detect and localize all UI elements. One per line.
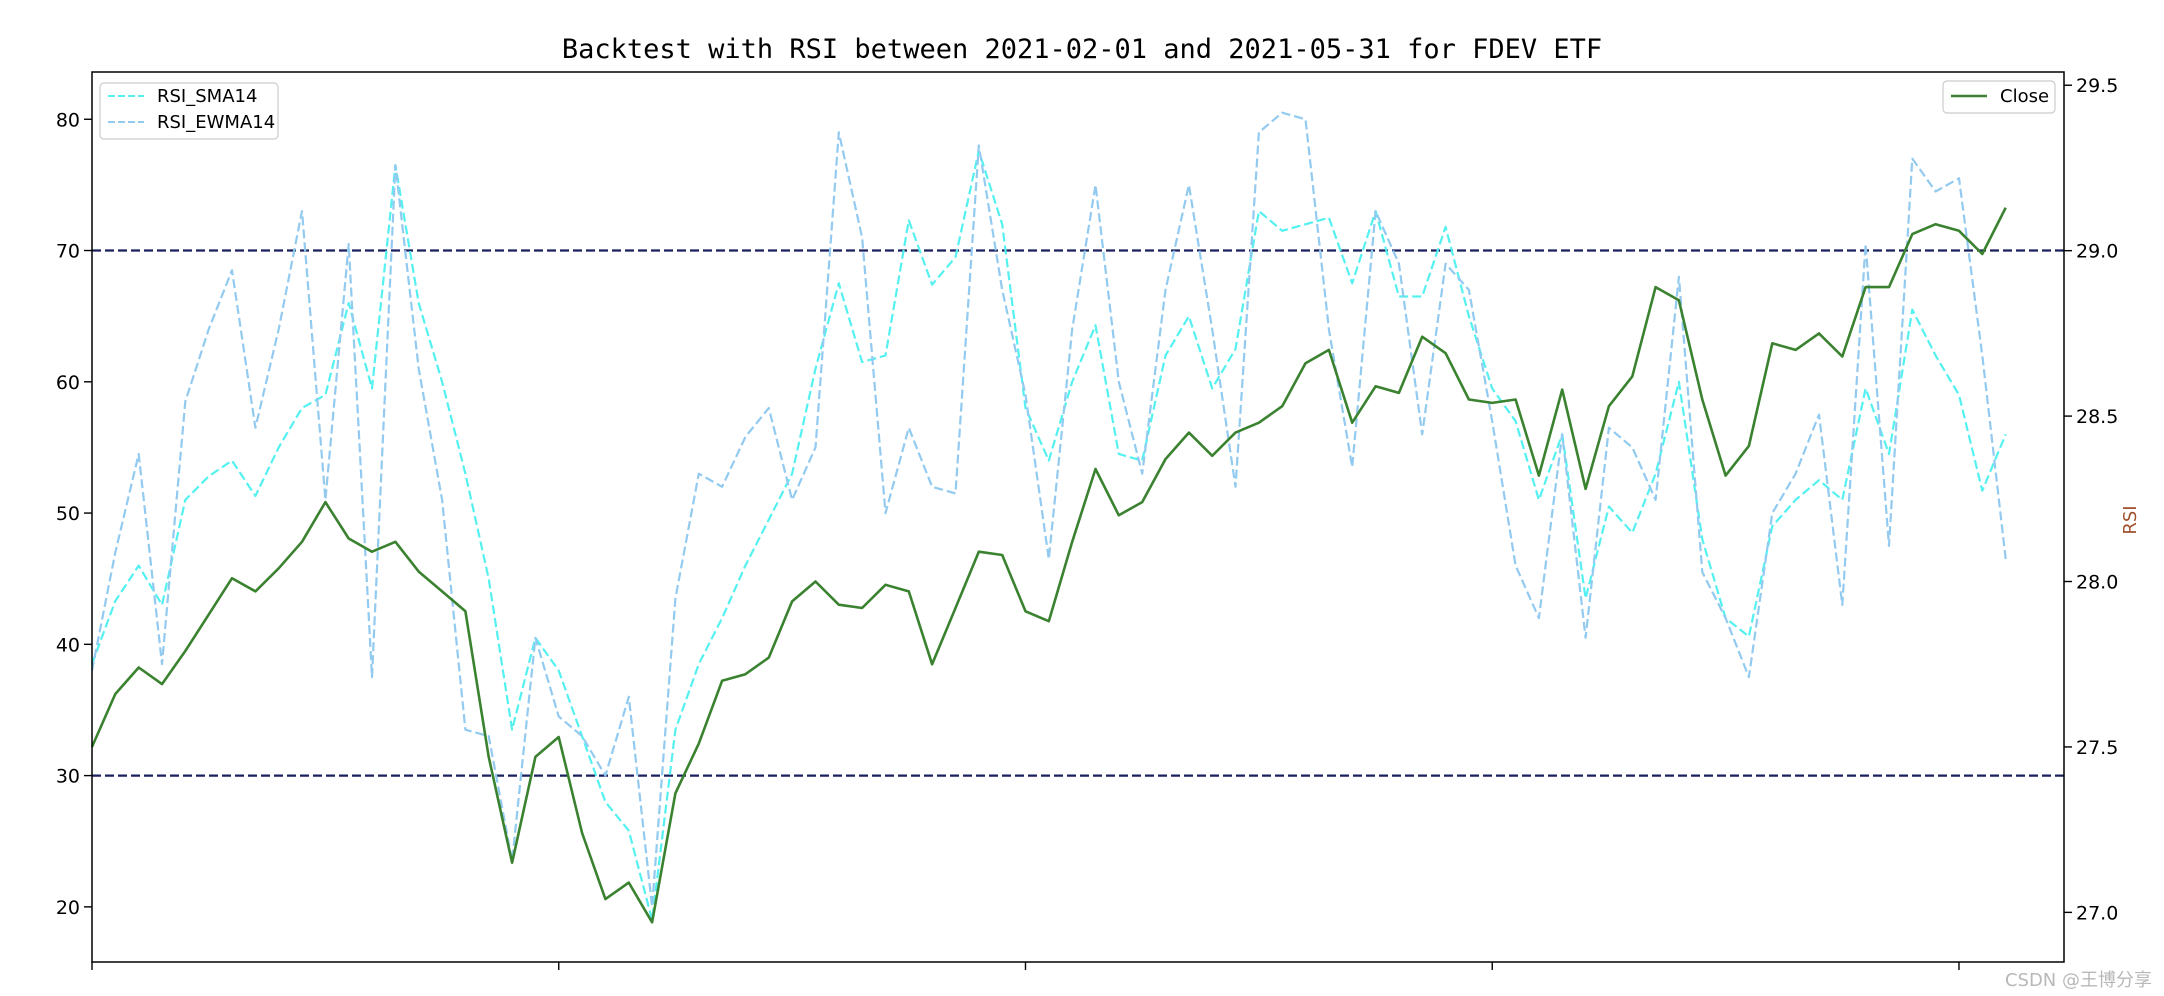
- series-line-close: [90, 207, 2007, 924]
- legend-right-box: [1942, 80, 2056, 114]
- threshold-lines: [92, 249, 2064, 777]
- y-right-tick-label: 29.0: [2076, 241, 2118, 263]
- y-left-tick-label: 60: [56, 372, 80, 394]
- y-right-tick-label: 27.0: [2076, 902, 2118, 924]
- y-left-tick-label: 70: [56, 241, 80, 263]
- x-axis-ticks: [91, 962, 1960, 970]
- series-line-rsi-ewma14: [90, 111, 2007, 909]
- y-right-tick-label: 28.0: [2076, 572, 2118, 594]
- legend-left-box: [99, 82, 279, 140]
- y-right-tick-label: 28.5: [2076, 406, 2118, 428]
- plot-frame: [91, 71, 2065, 963]
- y-right-tick-label: 27.5: [2076, 737, 2118, 759]
- y-left-tick-label: 50: [56, 503, 80, 525]
- series-layer: [90, 111, 2007, 924]
- watermark: CSDN @王博分享: [2005, 970, 2152, 991]
- y-left-tick-label: 20: [56, 897, 80, 919]
- legend-left-label-0: RSI_SMA14: [157, 86, 257, 107]
- y-right-tick-label: 29.5: [2076, 75, 2118, 97]
- legend-right: Close: [1942, 80, 2056, 114]
- y-left-tick-label: 40: [56, 634, 80, 656]
- y-left-tick-label: 30: [56, 766, 80, 788]
- chart-title: Backtest with RSI between 2021-02-01 and…: [562, 34, 1602, 65]
- series-line-rsi-sma14: [90, 149, 2007, 922]
- y-axis-left-ticks: 20 30 40 50 60 70 80: [56, 109, 92, 919]
- legend-left: RSI_SMA14 RSI_EWMA14: [99, 82, 279, 140]
- y-axis-right-label: RSI: [2120, 505, 2141, 534]
- y-axis-right-ticks: 27.0 27.5 28.0 28.5 29.0 29.5: [2064, 75, 2118, 924]
- y-left-tick-label: 80: [56, 109, 80, 131]
- legend-left-label-1: RSI_EWMA14: [157, 112, 275, 133]
- legend-right-label-0: Close: [2000, 86, 2049, 107]
